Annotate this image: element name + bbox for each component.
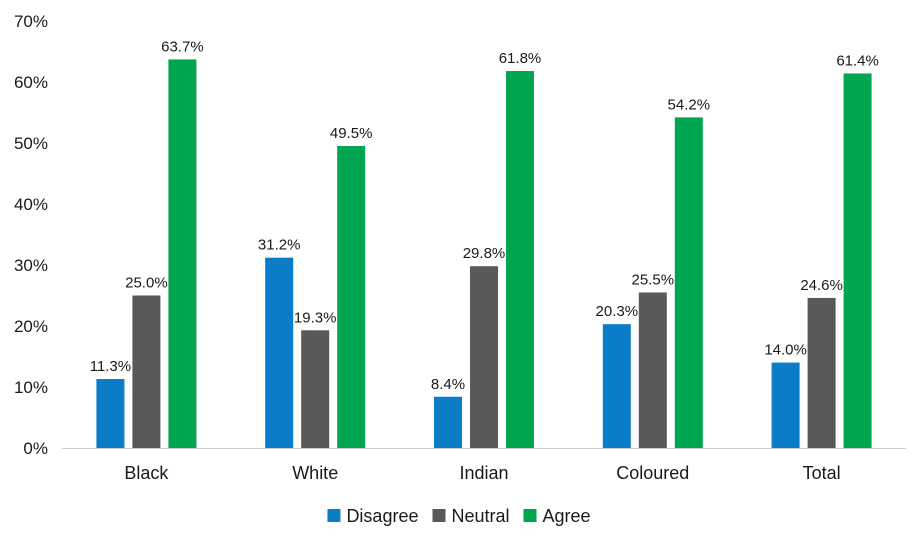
data-label: 54.2%: [668, 96, 711, 113]
bar-neutral-indian: [470, 266, 498, 448]
data-label: 49.5%: [330, 125, 373, 142]
y-tick-label: 60%: [14, 73, 48, 92]
data-label: 20.3%: [596, 303, 639, 320]
bar-agree-indian: [506, 71, 534, 449]
bar-disagree-white: [265, 257, 294, 448]
bar-disagree-coloured: [602, 324, 631, 448]
bar-neutral-total: [807, 297, 836, 448]
bar-agree-black: [168, 59, 197, 449]
x-tick-label: Indian: [459, 463, 508, 483]
data-label: 25.5%: [632, 271, 675, 288]
data-label: 29.8%: [463, 245, 506, 262]
legend: Disagree Neutral Agree: [327, 506, 591, 526]
bar-agree-coloured: [674, 117, 703, 448]
legend-swatch: [327, 509, 341, 522]
x-tick-label: White: [292, 463, 338, 483]
bar-neutral-black: [132, 295, 161, 448]
data-label: 63.7%: [161, 38, 204, 55]
data-label: 25.0%: [125, 275, 168, 292]
data-label: 24.6%: [800, 277, 843, 294]
data-label: 11.3%: [90, 358, 131, 375]
legend-label: Disagree: [346, 506, 418, 526]
bar-disagree-black: [96, 379, 125, 448]
x-tick-label: Coloured: [616, 463, 689, 483]
bar-disagree-indian: [434, 396, 462, 448]
data-label: 61.4%: [836, 52, 879, 69]
bar-agree-total: [843, 73, 872, 449]
data-label: 14.0%: [764, 342, 807, 359]
y-axis: 0% 10% 20% 30% 40% 50% 60% 70%: [14, 12, 48, 458]
y-tick-label: 50%: [14, 134, 48, 153]
y-tick-label: 30%: [14, 256, 48, 275]
data-label: 8.4%: [431, 376, 465, 393]
legend-item-neutral: Neutral: [432, 506, 510, 526]
x-axis: Black White Indian Coloured Total: [62, 448, 906, 483]
y-tick-label: 40%: [14, 195, 48, 214]
bars: [96, 59, 872, 449]
legend-swatch: [432, 509, 446, 522]
legend-label: Agree: [543, 506, 591, 526]
y-tick-label: 10%: [14, 378, 48, 397]
data-label: 31.2%: [258, 237, 301, 254]
bar-agree-white: [337, 146, 366, 449]
data-label: 61.8%: [499, 50, 542, 67]
y-tick-label: 20%: [14, 317, 48, 336]
x-tick-label: Black: [124, 463, 169, 483]
legend-swatch: [523, 509, 537, 522]
legend-item-disagree: Disagree: [327, 506, 418, 526]
legend-label: Neutral: [451, 506, 509, 526]
x-tick-label: Total: [803, 463, 841, 483]
y-tick-label: 0%: [23, 439, 48, 458]
legend-item-agree: Agree: [523, 506, 591, 526]
y-tick-label: 70%: [14, 12, 48, 31]
data-label: 19.3%: [294, 309, 337, 326]
bar-disagree-total: [771, 362, 800, 448]
data-labels: 11.3% 25.0% 63.7% 31.2% 19.3% 49.5% 8.4% 29.8% 6…: [90, 38, 879, 392]
bar-neutral-white: [301, 330, 330, 448]
bar-neutral-coloured: [638, 292, 667, 448]
